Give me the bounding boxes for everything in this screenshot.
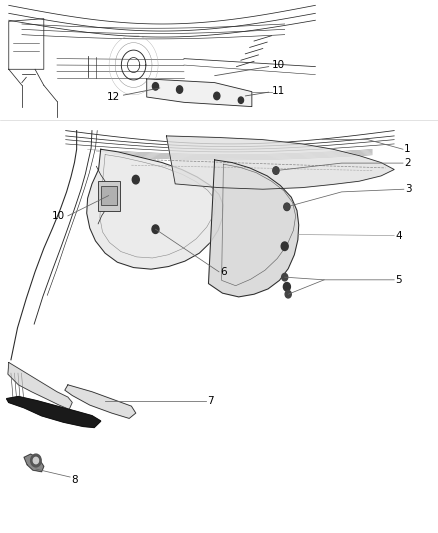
Circle shape bbox=[282, 273, 288, 281]
Circle shape bbox=[132, 175, 139, 184]
Polygon shape bbox=[24, 454, 44, 472]
Text: 3: 3 bbox=[405, 184, 411, 194]
Circle shape bbox=[273, 167, 279, 174]
Text: 11: 11 bbox=[245, 86, 285, 96]
Text: 4: 4 bbox=[395, 231, 402, 240]
Circle shape bbox=[284, 203, 290, 211]
Circle shape bbox=[152, 225, 159, 233]
Polygon shape bbox=[147, 79, 252, 107]
Circle shape bbox=[214, 92, 220, 100]
Text: 12: 12 bbox=[107, 88, 160, 102]
Polygon shape bbox=[166, 136, 394, 189]
Polygon shape bbox=[65, 385, 136, 418]
Text: 1: 1 bbox=[404, 144, 410, 154]
Text: 7: 7 bbox=[207, 396, 213, 406]
Circle shape bbox=[238, 97, 244, 103]
Polygon shape bbox=[208, 160, 299, 297]
Circle shape bbox=[285, 290, 291, 298]
Circle shape bbox=[283, 282, 290, 291]
Circle shape bbox=[273, 167, 279, 174]
Text: 6: 6 bbox=[220, 267, 226, 277]
Circle shape bbox=[177, 86, 183, 93]
Text: 10: 10 bbox=[52, 211, 65, 221]
Text: 8: 8 bbox=[71, 475, 78, 484]
Circle shape bbox=[31, 454, 41, 467]
Text: 5: 5 bbox=[395, 275, 402, 285]
Text: 2: 2 bbox=[404, 158, 410, 168]
Bar bbox=[98, 181, 120, 211]
Polygon shape bbox=[7, 397, 101, 427]
Circle shape bbox=[284, 204, 290, 210]
Circle shape bbox=[281, 242, 288, 251]
Polygon shape bbox=[87, 149, 223, 269]
Polygon shape bbox=[8, 362, 72, 409]
Bar bbox=[101, 186, 117, 205]
Circle shape bbox=[33, 457, 39, 464]
Text: 10: 10 bbox=[215, 60, 285, 76]
Circle shape bbox=[152, 83, 159, 90]
